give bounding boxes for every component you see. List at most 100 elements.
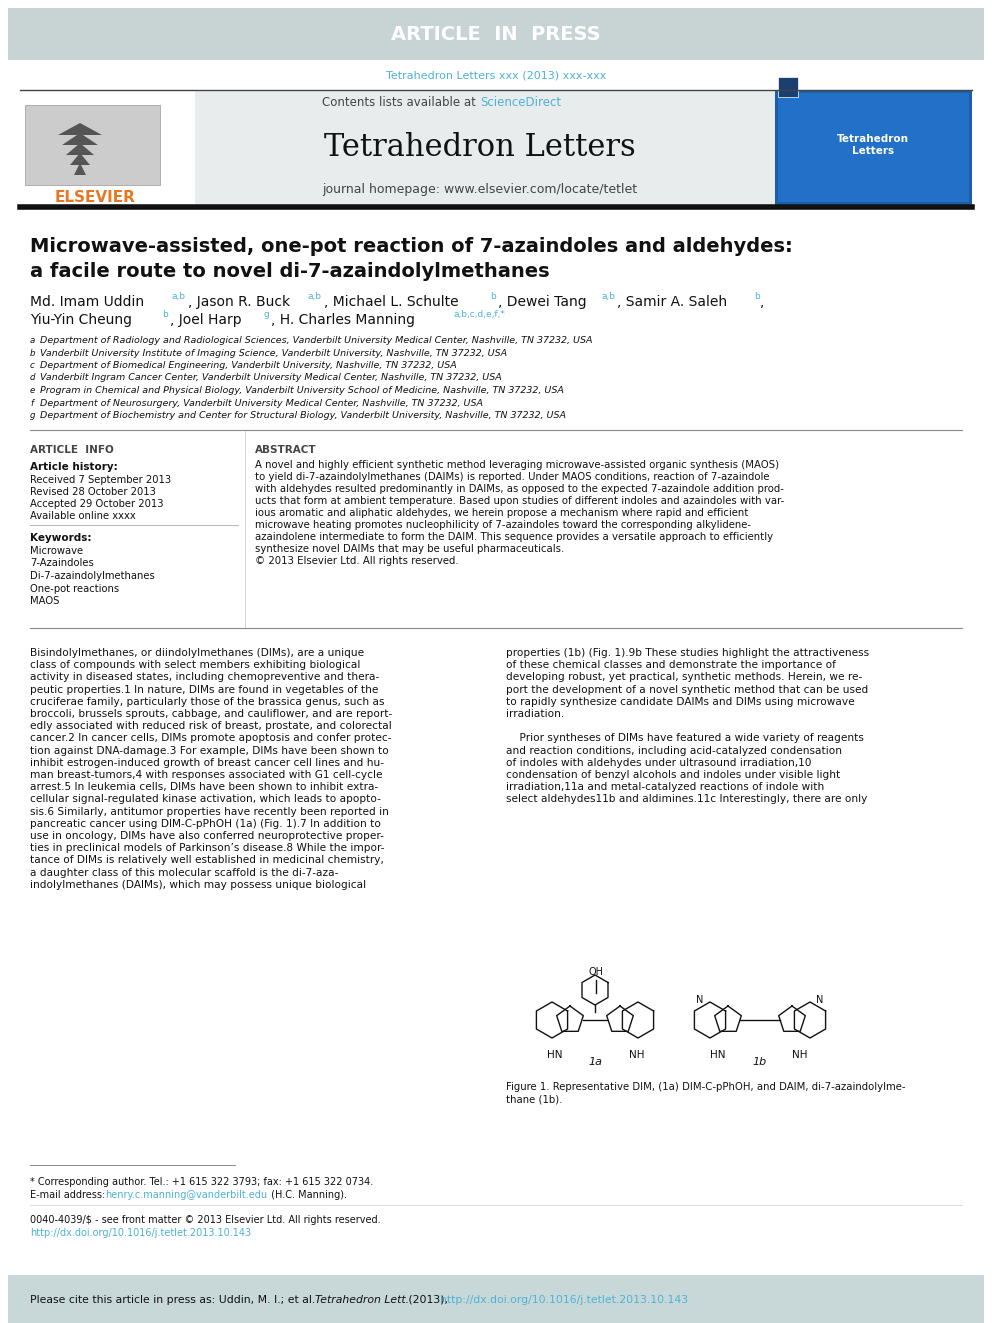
Text: g: g — [30, 411, 36, 419]
Text: pancreatic cancer using DIM-C-pPhOH (1a) (Fig. 1).7 In addition to: pancreatic cancer using DIM-C-pPhOH (1a)… — [30, 819, 381, 828]
Text: (H.C. Manning).: (H.C. Manning). — [268, 1189, 347, 1200]
Text: select aldehydes11b and aldimines.11c Interestingly, there are only: select aldehydes11b and aldimines.11c In… — [506, 794, 867, 804]
Text: E-mail address:: E-mail address: — [30, 1189, 108, 1200]
Text: 1b: 1b — [753, 1057, 767, 1068]
Bar — [8, 8, 984, 60]
Text: , H. Charles Manning: , H. Charles Manning — [271, 314, 415, 327]
Text: activity in diseased states, including chemopreventive and thera-: activity in diseased states, including c… — [30, 672, 379, 683]
Text: Yiu-Yin Cheung: Yiu-Yin Cheung — [30, 314, 132, 327]
Text: HN: HN — [710, 1050, 726, 1060]
Text: 7-Azaindoles: 7-Azaindoles — [30, 558, 94, 569]
Polygon shape — [66, 143, 94, 155]
Text: Received 7 September 2013: Received 7 September 2013 — [30, 475, 172, 486]
Text: cancer.2 In cancer cells, DIMs promote apoptosis and confer protec-: cancer.2 In cancer cells, DIMs promote a… — [30, 733, 392, 744]
Text: of these chemical classes and demonstrate the importance of: of these chemical classes and demonstrat… — [506, 660, 836, 671]
Text: ,: , — [760, 295, 765, 310]
Bar — [778, 77, 798, 97]
Text: Department of Biomedical Engineering, Vanderbilt University, Nashville, TN 37232: Department of Biomedical Engineering, Va… — [40, 361, 456, 370]
Text: to rapidly synthesize candidate DAIMs and DIMs using microwave: to rapidly synthesize candidate DAIMs an… — [506, 697, 855, 706]
Text: class of compounds with select members exhibiting biological: class of compounds with select members e… — [30, 660, 360, 671]
Bar — [195, 90, 775, 205]
Text: http://dx.doi.org/10.1016/j.tetlet.2013.10.143: http://dx.doi.org/10.1016/j.tetlet.2013.… — [440, 1295, 688, 1304]
Text: Md. Imam Uddin: Md. Imam Uddin — [30, 295, 144, 310]
Text: synthesize novel DAIMs that may be useful pharmaceuticals.: synthesize novel DAIMs that may be usefu… — [255, 544, 564, 554]
Text: peutic properties.1 In nature, DIMs are found in vegetables of the: peutic properties.1 In nature, DIMs are … — [30, 684, 378, 695]
Text: man breast-tumors,4 with responses associated with G1 cell-cycle: man breast-tumors,4 with responses assoc… — [30, 770, 383, 781]
Text: microwave heating promotes nucleophilicity of 7-azaindoles toward the correspond: microwave heating promotes nucleophilici… — [255, 520, 751, 531]
Text: 1a: 1a — [588, 1057, 602, 1068]
Text: a facile route to novel di-7-azaindolylmethanes: a facile route to novel di-7-azaindolylm… — [30, 262, 550, 280]
Text: Available online xxxx: Available online xxxx — [30, 511, 136, 521]
Text: Tetrahedron Letters: Tetrahedron Letters — [324, 132, 636, 164]
Text: irradiation.: irradiation. — [506, 709, 564, 718]
Text: Please cite this article in press as: Uddin, M. I.; et al.: Please cite this article in press as: Ud… — [30, 1295, 318, 1304]
Text: A novel and highly efficient synthetic method leveraging microwave-assisted orga: A novel and highly efficient synthetic m… — [255, 460, 779, 470]
Text: developing robust, yet practical, synthetic methods. Herein, we re-: developing robust, yet practical, synthe… — [506, 672, 862, 683]
Text: tance of DIMs is relatively well established in medicinal chemistry,: tance of DIMs is relatively well establi… — [30, 856, 384, 865]
Text: a,b: a,b — [172, 292, 186, 302]
Text: Revised 28 October 2013: Revised 28 October 2013 — [30, 487, 156, 497]
Bar — [778, 93, 969, 202]
Text: d: d — [30, 373, 36, 382]
Text: irradiation,11a and metal-catalyzed reactions of indole with: irradiation,11a and metal-catalyzed reac… — [506, 782, 824, 792]
Text: b: b — [754, 292, 760, 302]
Text: and reaction conditions, including acid-catalyzed condensation: and reaction conditions, including acid-… — [506, 746, 842, 755]
Text: ABSTRACT: ABSTRACT — [255, 445, 316, 455]
Text: Microwave-assisted, one-pot reaction of 7-azaindoles and aldehydes:: Microwave-assisted, one-pot reaction of … — [30, 237, 793, 255]
Text: journal homepage: www.elsevier.com/locate/tetlet: journal homepage: www.elsevier.com/locat… — [322, 184, 638, 197]
Text: with aldehydes resulted predominantly in DAIMs, as opposed to the expected 7-aza: with aldehydes resulted predominantly in… — [255, 484, 784, 493]
Polygon shape — [58, 123, 102, 135]
Text: , Samir A. Saleh: , Samir A. Saleh — [617, 295, 727, 310]
Text: azaindolene intermediate to form the DAIM. This sequence provides a versatile ap: azaindolene intermediate to form the DAI… — [255, 532, 773, 542]
Text: a daughter class of this molecular scaffold is the di-7-aza-: a daughter class of this molecular scaff… — [30, 868, 338, 877]
Text: , Jason R. Buck: , Jason R. Buck — [188, 295, 290, 310]
Text: (2013),: (2013), — [405, 1295, 451, 1304]
Bar — [20, 90, 195, 205]
Text: e: e — [30, 386, 36, 396]
Text: indolylmethanes (DAIMs), which may possess unique biological: indolylmethanes (DAIMs), which may posse… — [30, 880, 366, 890]
Text: Prior syntheses of DIMs have featured a wide variety of reagents: Prior syntheses of DIMs have featured a … — [506, 733, 864, 744]
Text: a,b: a,b — [308, 292, 322, 302]
Text: Program in Chemical and Physical Biology, Vanderbilt University School of Medici: Program in Chemical and Physical Biology… — [40, 386, 563, 396]
Text: Vanderbilt University Institute of Imaging Science, Vanderbilt University, Nashv: Vanderbilt University Institute of Imagi… — [40, 348, 507, 357]
Text: Bisindolylmethanes, or diindolylmethanes (DIMs), are a unique: Bisindolylmethanes, or diindolylmethanes… — [30, 648, 364, 658]
Text: Tetrahedron Letters xxx (2013) xxx-xxx: Tetrahedron Letters xxx (2013) xxx-xxx — [386, 70, 606, 79]
Text: Tetrahedron
Letters: Tetrahedron Letters — [837, 134, 909, 156]
Text: g: g — [263, 310, 269, 319]
Text: b: b — [30, 348, 36, 357]
Text: N: N — [816, 995, 823, 1005]
Text: henry.c.manning@vanderbilt.edu: henry.c.manning@vanderbilt.edu — [105, 1189, 267, 1200]
Text: MAOS: MAOS — [30, 595, 60, 606]
Bar — [775, 90, 972, 205]
Text: Contents lists available at: Contents lists available at — [322, 97, 480, 110]
Text: One-pot reactions: One-pot reactions — [30, 583, 119, 594]
Bar — [25, 105, 160, 185]
Text: c: c — [30, 361, 35, 370]
Text: OH: OH — [588, 967, 603, 976]
Text: port the development of a novel synthetic method that can be used: port the development of a novel syntheti… — [506, 684, 868, 695]
Text: ARTICLE  IN  PRESS: ARTICLE IN PRESS — [391, 25, 601, 44]
Text: sis.6 Similarly, antitumor properties have recently been reported in: sis.6 Similarly, antitumor properties ha… — [30, 807, 389, 816]
Text: http://dx.doi.org/10.1016/j.tetlet.2013.10.143: http://dx.doi.org/10.1016/j.tetlet.2013.… — [30, 1228, 251, 1238]
Text: arrest.5 In leukemia cells, DIMs have been shown to inhibit extra-: arrest.5 In leukemia cells, DIMs have be… — [30, 782, 378, 792]
Text: Department of Radiology and Radiological Sciences, Vanderbilt University Medical: Department of Radiology and Radiological… — [40, 336, 592, 345]
Text: Department of Biochemistry and Center for Structural Biology, Vanderbilt Univers: Department of Biochemistry and Center fo… — [40, 411, 566, 419]
Text: 0040-4039/$ - see front matter © 2013 Elsevier Ltd. All rights reserved.: 0040-4039/$ - see front matter © 2013 El… — [30, 1215, 381, 1225]
Text: Accepted 29 October 2013: Accepted 29 October 2013 — [30, 499, 164, 509]
Text: HN: HN — [548, 1050, 562, 1060]
Text: * Corresponding author. Tel.: +1 615 322 3793; fax: +1 615 322 0734.: * Corresponding author. Tel.: +1 615 322… — [30, 1177, 373, 1187]
Text: © 2013 Elsevier Ltd. All rights reserved.: © 2013 Elsevier Ltd. All rights reserved… — [255, 556, 458, 566]
Text: , Dewei Tang: , Dewei Tang — [498, 295, 586, 310]
Text: inhibit estrogen-induced growth of breast cancer cell lines and hu-: inhibit estrogen-induced growth of breas… — [30, 758, 384, 767]
Text: Figure 1. Representative DIM, (1a) DIM-C-pPhOH, and DAIM, di-7-azaindolylme-: Figure 1. Representative DIM, (1a) DIM-C… — [506, 1082, 906, 1091]
Text: N: N — [696, 995, 703, 1005]
Text: ELSEVIER: ELSEVIER — [55, 191, 136, 205]
Text: thane (1b).: thane (1b). — [506, 1095, 562, 1105]
Text: cruciferae family, particularly those of the brassica genus, such as: cruciferae family, particularly those of… — [30, 697, 385, 706]
Polygon shape — [74, 163, 86, 175]
Text: Article history:: Article history: — [30, 462, 118, 472]
Text: b: b — [490, 292, 496, 302]
Text: ucts that form at ambient temperature. Based upon studies of different indoles a: ucts that form at ambient temperature. B… — [255, 496, 785, 505]
Text: a,b,c,d,e,f,*: a,b,c,d,e,f,* — [453, 310, 505, 319]
Polygon shape — [62, 134, 98, 146]
